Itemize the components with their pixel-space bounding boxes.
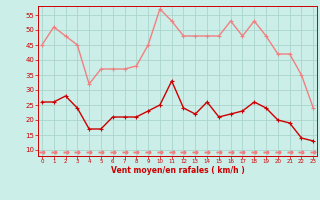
X-axis label: Vent moyen/en rafales ( km/h ): Vent moyen/en rafales ( km/h ) <box>111 166 244 175</box>
